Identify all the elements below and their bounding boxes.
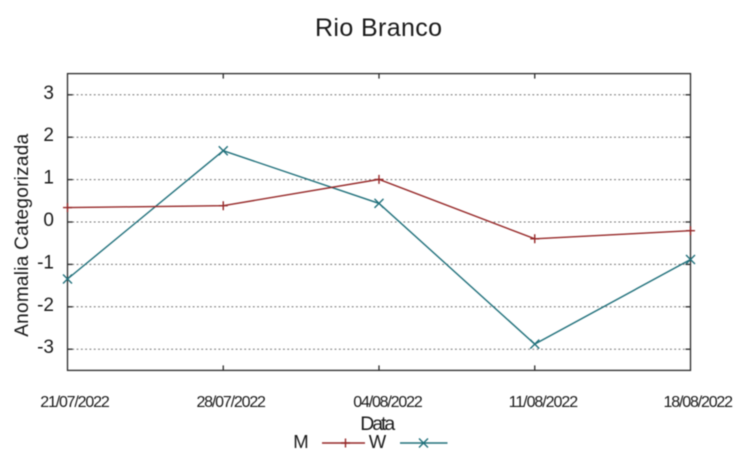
svg-text:21/07/2022: 21/07/2022 [40, 394, 110, 411]
svg-text:Rio Branco: Rio Branco [315, 14, 442, 42]
svg-text:-3: -3 [37, 337, 54, 358]
svg-text:18/08/2022: 18/08/2022 [664, 394, 734, 411]
svg-text:3: 3 [43, 83, 54, 104]
svg-text:Data: Data [360, 413, 395, 435]
svg-text:Anomalia Categorizada: Anomalia Categorizada [12, 133, 33, 336]
svg-text:M: M [293, 431, 308, 452]
svg-text:2: 2 [43, 125, 54, 146]
svg-text:-1: -1 [37, 252, 54, 273]
svg-text:-2: -2 [37, 295, 54, 316]
svg-text:1: 1 [43, 168, 54, 189]
svg-text:28/07/2022: 28/07/2022 [196, 394, 266, 411]
svg-text:0: 0 [43, 210, 54, 231]
svg-text:W: W [369, 431, 387, 452]
svg-text:11/08/2022: 11/08/2022 [509, 394, 579, 411]
svg-text:04/08/2022: 04/08/2022 [353, 394, 423, 411]
